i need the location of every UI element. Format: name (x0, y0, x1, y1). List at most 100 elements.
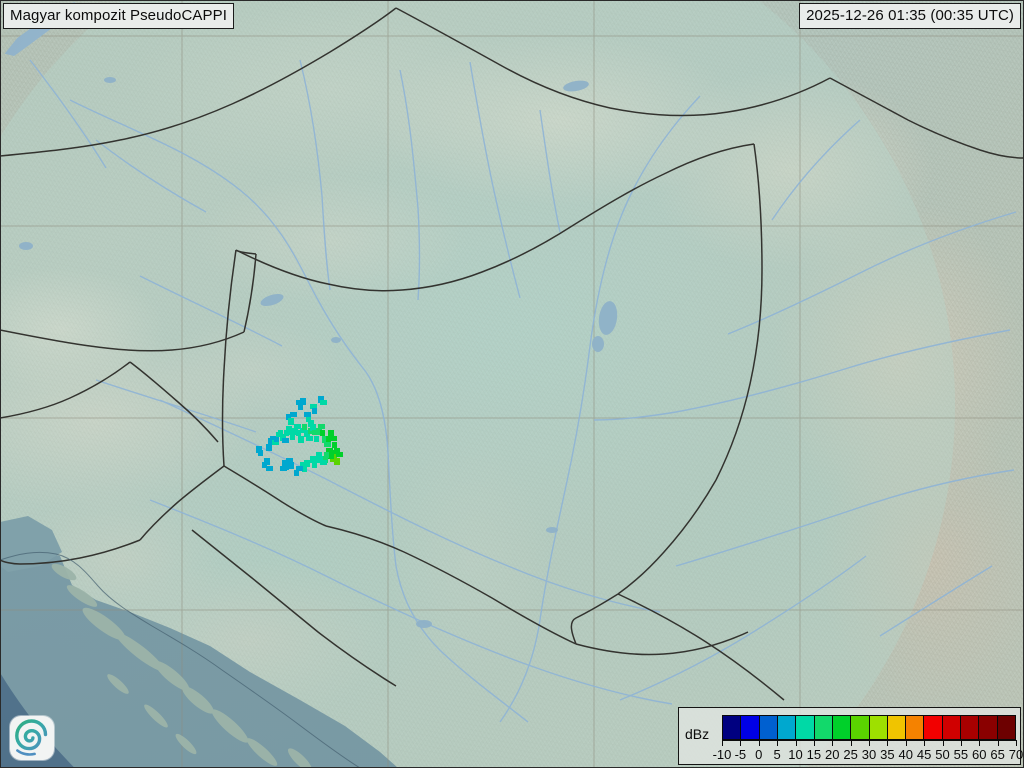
colorbar-tick-2 (758, 740, 760, 746)
radar-echo-cell (300, 462, 307, 467)
radar-echo-cell (302, 466, 307, 472)
radar-echo-cell (320, 460, 327, 465)
radar-echo-cell (300, 398, 306, 405)
radar-echo-cell (288, 430, 295, 435)
radar-echo-cell (304, 412, 311, 417)
radar-echo-cell (286, 414, 291, 420)
radar-echo-cell (310, 404, 317, 409)
radar-echo-cell (278, 430, 283, 436)
radar-echo-cell (290, 412, 297, 417)
colorbar-label-13: 55 (953, 747, 969, 762)
radar-echo-cell (322, 436, 328, 443)
radar-echo-cell (320, 400, 327, 405)
radar-echo-cell (312, 462, 317, 468)
radar-echo-cell (300, 428, 307, 433)
colorbar-tick-labels: -10 -5 0 5 10 15 20 25 30 35 40 45 50 55 60 65 70 (713, 747, 1024, 763)
product-title-chip: Magyar kompozit PseudoCAPPI (3, 3, 234, 29)
radar-echo-cell (298, 436, 304, 443)
colorbar-swatch-5 (814, 716, 833, 739)
radar-echo-cell (282, 438, 289, 443)
colorbar-label-12: 50 (935, 747, 950, 762)
colorbar-tick-1 (740, 740, 742, 746)
colorbar-swatch-3 (777, 716, 797, 739)
colorbar-tick-5 (813, 740, 815, 746)
radar-echo-cell (258, 450, 263, 456)
radar-echo-cell (316, 452, 322, 459)
colorbar-swatch-6 (832, 716, 852, 739)
radar-echo-cell (266, 444, 272, 451)
colorbar-tick-9 (887, 740, 889, 746)
radar-echo-cell (292, 428, 298, 435)
radar-echo-cell (316, 428, 322, 435)
radar-echo-cell (280, 434, 286, 441)
colorbar-swatch-10 (906, 716, 925, 739)
radar-echo-cell (326, 436, 331, 442)
colorbar-label-0: -10 (712, 747, 732, 762)
colorbar-label-16: 70 (1008, 747, 1024, 762)
colorbar-swatch-11 (924, 716, 943, 739)
radar-echo-cell (310, 456, 316, 463)
hungaromet-logo (10, 716, 54, 760)
dbz-colorbar-legend: dBz -10 -5 0 5 10 15 20 25 30 35 40 45 50 55 60 65 70 (678, 707, 1024, 765)
colorbar-label-15: 65 (990, 747, 1005, 762)
colorbar-tick-12 (942, 740, 944, 746)
radar-echo-cell (304, 430, 310, 437)
radar-echo-cell (330, 456, 335, 462)
colorbar-swatch-13 (961, 716, 980, 739)
radar-echo-cell (286, 458, 293, 463)
colorbar-tick-4 (795, 740, 797, 746)
radar-echo-cell (320, 430, 325, 436)
radar-echo-cell (304, 460, 310, 467)
radar-echo-cell (312, 430, 319, 435)
radar-echo-cell (328, 452, 334, 459)
radar-echo-cell (296, 430, 301, 436)
colorbar-swatch-7 (851, 716, 870, 739)
colorbar-tick-7 (850, 740, 852, 746)
radar-echo-cell (314, 436, 319, 442)
radar-echo-cell (262, 462, 267, 468)
radar-echo-cell (314, 458, 321, 463)
radar-echo-cell (322, 456, 328, 463)
radar-echo-cell (296, 466, 303, 471)
river-network (29, 59, 1017, 723)
colorbar-tick-8 (869, 740, 870, 746)
radar-echo-cell (330, 436, 337, 441)
radar-echo-cell (270, 436, 276, 443)
colorbar-label-4: 10 (788, 747, 803, 762)
radar-echo-cell (274, 436, 279, 442)
colorbar-tick-14 (979, 740, 981, 746)
radar-echo-cell (308, 428, 313, 434)
colorbar-tick-16 (1016, 740, 1017, 746)
colorbar-label-10: 40 (898, 747, 913, 762)
radar-echo-cell (306, 416, 311, 422)
radar-echo-cell (266, 466, 273, 471)
colorbar-label-2: 0 (755, 747, 763, 762)
inland-lakes (19, 77, 618, 628)
radar-echo-cell (286, 426, 292, 433)
radar-echo-cell (336, 452, 343, 457)
radar-echo-cell (290, 434, 295, 440)
colorbar-swatches (722, 715, 1016, 740)
colorbar-tick-15 (997, 740, 999, 746)
radar-echo-cell (306, 436, 313, 441)
colorbar-swatch-4 (796, 716, 815, 739)
radar-echo-cell (298, 404, 303, 410)
radar-echo-cell (326, 448, 333, 453)
radar-echo-cell (334, 458, 340, 465)
radar-echo-cell (256, 446, 262, 453)
colorbar-tick-0 (722, 740, 723, 746)
colorbar-swatch-14 (979, 716, 998, 739)
colorbar-label-6: 20 (825, 747, 840, 762)
colorbar-tick-6 (832, 740, 834, 746)
croatian-islands (51, 563, 313, 768)
radar-echo-cell (288, 462, 294, 469)
colorbar-label-5: 15 (806, 747, 822, 762)
coastline (0, 551, 361, 768)
radar-echo-cell (328, 430, 334, 437)
colorbar-swatch-12 (942, 716, 962, 739)
radar-echo-cell (284, 430, 289, 436)
country-borders (0, 7, 1024, 701)
